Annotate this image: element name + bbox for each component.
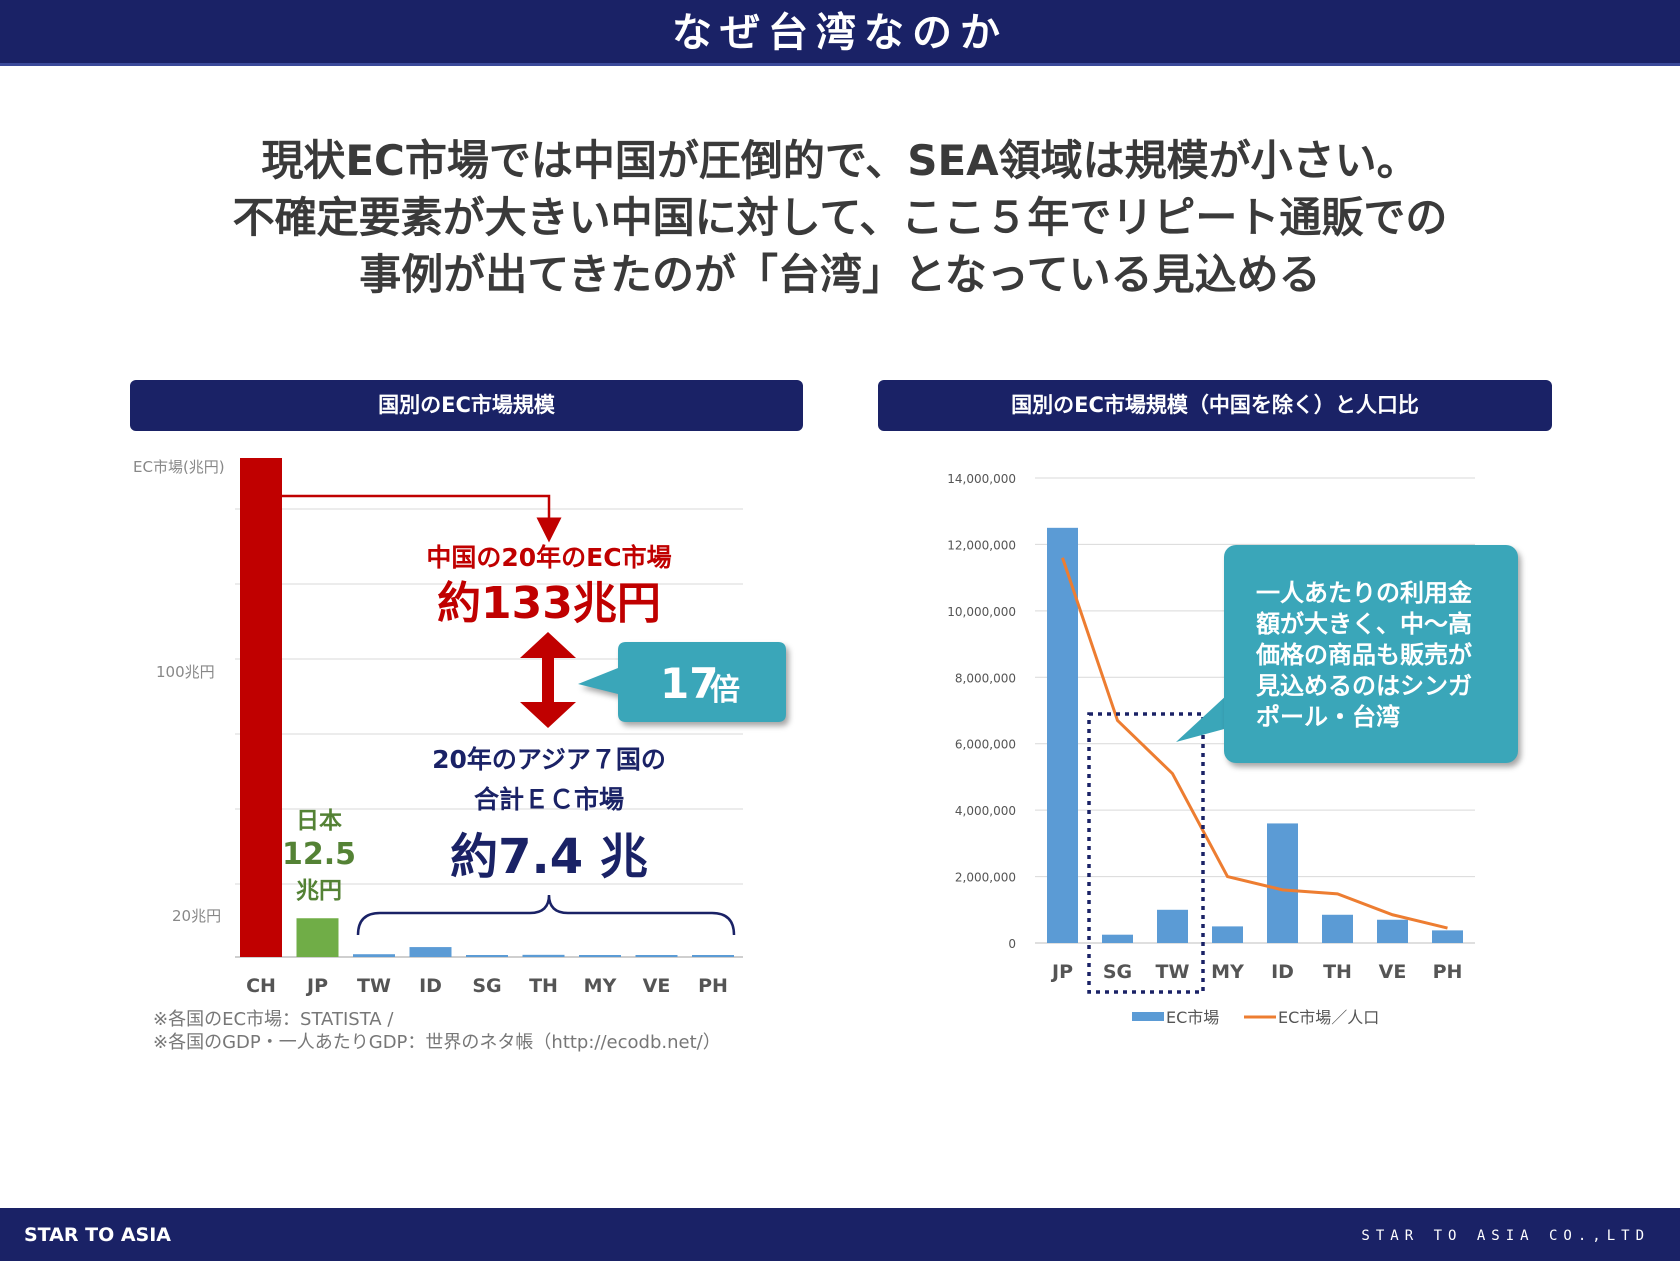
asia-brace [356,894,736,936]
x-label-th: TH [529,975,558,997]
y-tick-4: 8,000,000 [955,671,1016,685]
ratio-double-arrow-icon [520,632,576,728]
ec-bar-id [1267,823,1298,943]
bar-sg [466,955,508,957]
ec-bar-th [1322,914,1353,943]
headline: 現状EC市場では中国が圧倒的で、SEA領域は規模が小さい。 不確定要素が大きい中… [80,132,1600,303]
x-label-th: TH [1323,961,1352,983]
ratio-number: 17 [660,659,718,708]
y-tick-7: 14,000,000 [947,472,1016,486]
headline-line-2: 不確定要素が大きい中国に対して、ここ５年でリピート通販での [232,193,1448,242]
bar-ph [692,955,734,957]
y-tick-1: 2,000,000 [955,871,1016,885]
x-label-ve: VE [1379,961,1407,983]
bar-jp [296,918,339,957]
source-line-1: ※各国のEC市場：STATISTA / [153,1009,394,1030]
ec-bar-tw [1157,909,1188,943]
right-chart-legend: EC市場 EC市場／人口 [1132,1008,1379,1027]
source-line-2: ※各国のGDP・一人あたりGDP：世界のネタ帳（http://ecodb.net… [153,1032,721,1053]
ratio-unit: 倍 [710,673,740,708]
x-label-sg: SG [472,975,501,997]
y-tick-0: 0 [1008,937,1016,951]
right-chart-series-line [1061,557,1448,930]
ec-bar-my [1212,926,1243,943]
x-label-sg: SG [1103,961,1132,983]
right-chart-y-ticks: 0 2,000,000 4,000,000 6,000,000 8,000,000 10,… [947,472,1016,951]
y-tick-5: 10,000,000 [947,605,1016,619]
footer-company: STAR TO ASIA CO.,LTD [1361,1228,1650,1244]
y-tick-2: 4,000,000 [955,804,1016,818]
japan-label-line-1: 日本 [296,808,342,834]
legend-bar-label: EC市場 [1166,1008,1219,1027]
left-chart-unit-label: EC市場(兆円) [133,458,225,476]
bar-ch [240,458,282,957]
callout-line-4: 見込めるのはシンガ [1256,672,1472,700]
callout-line-1: 一人あたりの利用金 [1256,579,1472,607]
callout-line-2: 額が大きく、中〜高 [1256,610,1472,638]
bar-th [522,954,565,957]
x-label-my: MY [584,975,617,997]
ec-bar-sg [1102,934,1133,943]
page-title: なぜ台湾なのか [672,10,1008,56]
left-chart-title: 国別のEC市場規模 [130,380,803,431]
left-chart-tick-20: 20兆円 [172,907,221,925]
callout-pointer [1176,694,1228,742]
right-chart-callout: 一人あたりの利用金 額が大きく、中〜高 価格の商品も販売が 見込めるのはシンガ … [1224,545,1518,763]
headline-line-3: 事例が出てきたのが「台湾」となっている見込める [359,250,1321,299]
x-label-id: ID [419,975,442,997]
bar-tw [353,954,395,957]
footer-logo: STAR TO ASIA [24,1224,172,1246]
china-market-value: 約133兆円 [437,578,661,629]
left-chart-tick-100: 100兆円 [156,663,215,681]
legend-bar-swatch [1132,1012,1164,1021]
y-tick-6: 12,000,000 [947,538,1016,552]
x-label-id: ID [1271,961,1294,983]
asia-label-line-1: 20年のアジア７国の [432,745,666,774]
callout-line-3: 価格の商品も販売が [1256,641,1472,669]
ec-bar-ph [1432,930,1463,943]
right-chart-title: 国別のEC市場規模（中国を除く）と人口比 [878,380,1552,431]
callout-line-5: ポール・台湾 [1256,703,1400,731]
bar-my [579,955,621,957]
x-label-tw: TW [1156,961,1190,983]
bar-id [409,947,452,957]
left-chart-x-labels: CH JP TW ID SG TH MY VE PH [246,975,728,997]
headline-line-1: 現状EC市場では中国が圧倒的で、SEA領域は規模が小さい。 [261,136,1419,185]
ec-bar-ve [1377,919,1408,943]
bar-ve [635,955,678,957]
x-label-jp: JP [1050,961,1073,983]
x-label-jp: JP [305,975,328,997]
x-label-ve: VE [643,975,671,997]
japan-label-line-3: 兆円 [296,878,342,904]
footer-bar [0,1208,1680,1261]
left-chart: EC市場(兆円) 100兆円 20兆円 CH JP TW ID SG TH MY VE PH 中… [133,458,786,997]
right-chart-x-labels: JP SG TW MY ID TH VE PH [1050,961,1462,983]
legend-line-label: EC市場／人口 [1278,1008,1379,1027]
highlight-box-sg-tw [1087,712,1205,994]
right-chart-bars [1047,527,1463,943]
x-label-ph: PH [698,975,728,997]
left-chart-bars [240,458,734,957]
y-tick-3: 6,000,000 [955,738,1016,752]
ratio-callout: 17 倍 [578,642,786,722]
header-bar [0,0,1680,66]
x-label-tw: TW [357,975,391,997]
right-chart: 0 2,000,000 4,000,000 6,000,000 8,000,000 10,… [947,472,1475,1027]
china-market-label: 中国の20年のEC市場 [426,543,671,572]
x-label-ch: CH [246,975,276,997]
china-connector-arrow [281,494,562,543]
japan-label-line-2: 12.5 [282,837,356,872]
x-label-ph: PH [1433,961,1463,983]
ec-bar-jp [1047,527,1078,943]
asia-market-value: 約7.4 兆 [450,829,648,885]
x-label-my: MY [1211,961,1244,983]
asia-label-line-2: 合計ＥＣ市場 [474,785,624,814]
